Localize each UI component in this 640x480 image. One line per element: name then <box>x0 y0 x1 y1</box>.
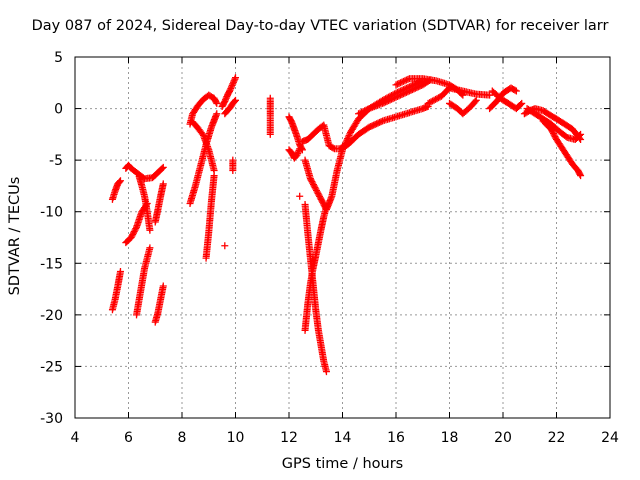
y-tick-label: -25 <box>40 359 63 375</box>
x-tick-label: 6 <box>124 430 133 446</box>
data-point <box>146 244 154 252</box>
x-tick-label: 22 <box>548 430 566 446</box>
data-point <box>230 77 238 85</box>
data-point <box>364 105 372 113</box>
data-point <box>158 164 166 172</box>
x-tick-label: 10 <box>227 430 245 446</box>
data-point <box>146 226 154 234</box>
data-point <box>294 148 302 156</box>
plot-frame <box>74 56 611 419</box>
data-point <box>343 136 351 144</box>
data-point <box>232 96 239 104</box>
data-point <box>116 268 124 276</box>
x-tick-label: 18 <box>441 430 459 446</box>
data-point <box>231 75 239 83</box>
data-points <box>108 74 585 376</box>
data-point <box>344 133 352 141</box>
data-point <box>132 225 140 233</box>
data-point <box>295 146 303 154</box>
data-point <box>362 106 370 114</box>
data-point <box>344 135 352 143</box>
data-point <box>294 149 302 157</box>
y-tick-label: 5 <box>54 50 63 66</box>
data-point <box>198 130 206 138</box>
data-point <box>576 131 584 139</box>
x-tick-label: 20 <box>494 430 512 446</box>
data-point <box>116 178 124 186</box>
data-point <box>222 94 230 102</box>
y-tick-label: -30 <box>40 411 63 427</box>
y-tick-label: -5 <box>49 153 63 169</box>
data-point <box>232 74 239 82</box>
y-axis-label: SDTVAR / TECUs <box>7 176 23 296</box>
data-point <box>356 109 364 117</box>
data-point <box>339 146 346 154</box>
y-tick-label: -20 <box>40 308 63 324</box>
data-point <box>329 144 337 152</box>
data-point <box>296 192 304 200</box>
data-point <box>576 170 584 178</box>
data-point <box>227 83 235 91</box>
y-tick-label: 0 <box>54 102 63 118</box>
data-point <box>228 81 236 89</box>
data-point <box>322 368 330 376</box>
data-point <box>293 151 301 159</box>
data-point <box>577 130 585 138</box>
chart-title: Day 087 of 2024, Sidereal Day-to-day VTE… <box>31 18 609 34</box>
data-point <box>472 96 480 104</box>
data-point <box>345 131 353 139</box>
data-point <box>213 99 221 107</box>
data-point <box>159 163 167 171</box>
data-point <box>377 118 385 126</box>
data-point <box>404 75 412 83</box>
data-point <box>296 145 304 153</box>
data-point <box>511 86 519 94</box>
data-point <box>358 108 366 116</box>
data-point <box>339 144 347 152</box>
data-point <box>159 282 167 290</box>
x-tick-label: 16 <box>387 430 405 446</box>
data-point <box>322 203 330 211</box>
data-point <box>359 108 367 116</box>
data-point <box>471 98 479 106</box>
data-point <box>159 180 167 188</box>
data-point <box>213 110 221 118</box>
data-point <box>229 80 237 88</box>
data-point <box>229 166 237 174</box>
data-point <box>512 87 520 95</box>
y-tick-label: -10 <box>40 205 63 221</box>
data-point <box>221 96 229 104</box>
data-point <box>340 143 348 151</box>
y-tick-label: -15 <box>40 256 63 272</box>
x-tick-label: 24 <box>601 430 619 446</box>
data-point <box>210 172 218 180</box>
x-tick-label: 8 <box>178 430 187 446</box>
data-point <box>486 91 494 99</box>
data-point <box>226 86 234 94</box>
x-tick-label: 14 <box>334 430 352 446</box>
data-point <box>355 110 363 118</box>
data-point <box>361 107 369 115</box>
data-point <box>221 242 229 250</box>
data-point <box>341 141 349 149</box>
data-point <box>229 78 237 86</box>
x-axis-label: GPS time / hours <box>281 456 404 472</box>
data-point <box>346 130 354 138</box>
data-point <box>342 138 350 146</box>
data-point <box>221 97 229 105</box>
data-point <box>577 172 585 180</box>
data-point <box>231 97 239 105</box>
data-point <box>517 100 525 108</box>
data-point <box>212 98 220 106</box>
axis-ticks: 4 6 8 10 12 14 16 18 20 22 24 -30 -25 -20 -15 -10 -5 0 5 <box>40 50 619 446</box>
x-tick-label: 4 <box>71 430 80 446</box>
data-point <box>266 130 274 138</box>
data-point <box>518 99 526 107</box>
data-point <box>227 84 235 92</box>
x-tick-label: 12 <box>280 430 298 446</box>
data-point <box>341 139 349 147</box>
data-point <box>116 177 124 185</box>
